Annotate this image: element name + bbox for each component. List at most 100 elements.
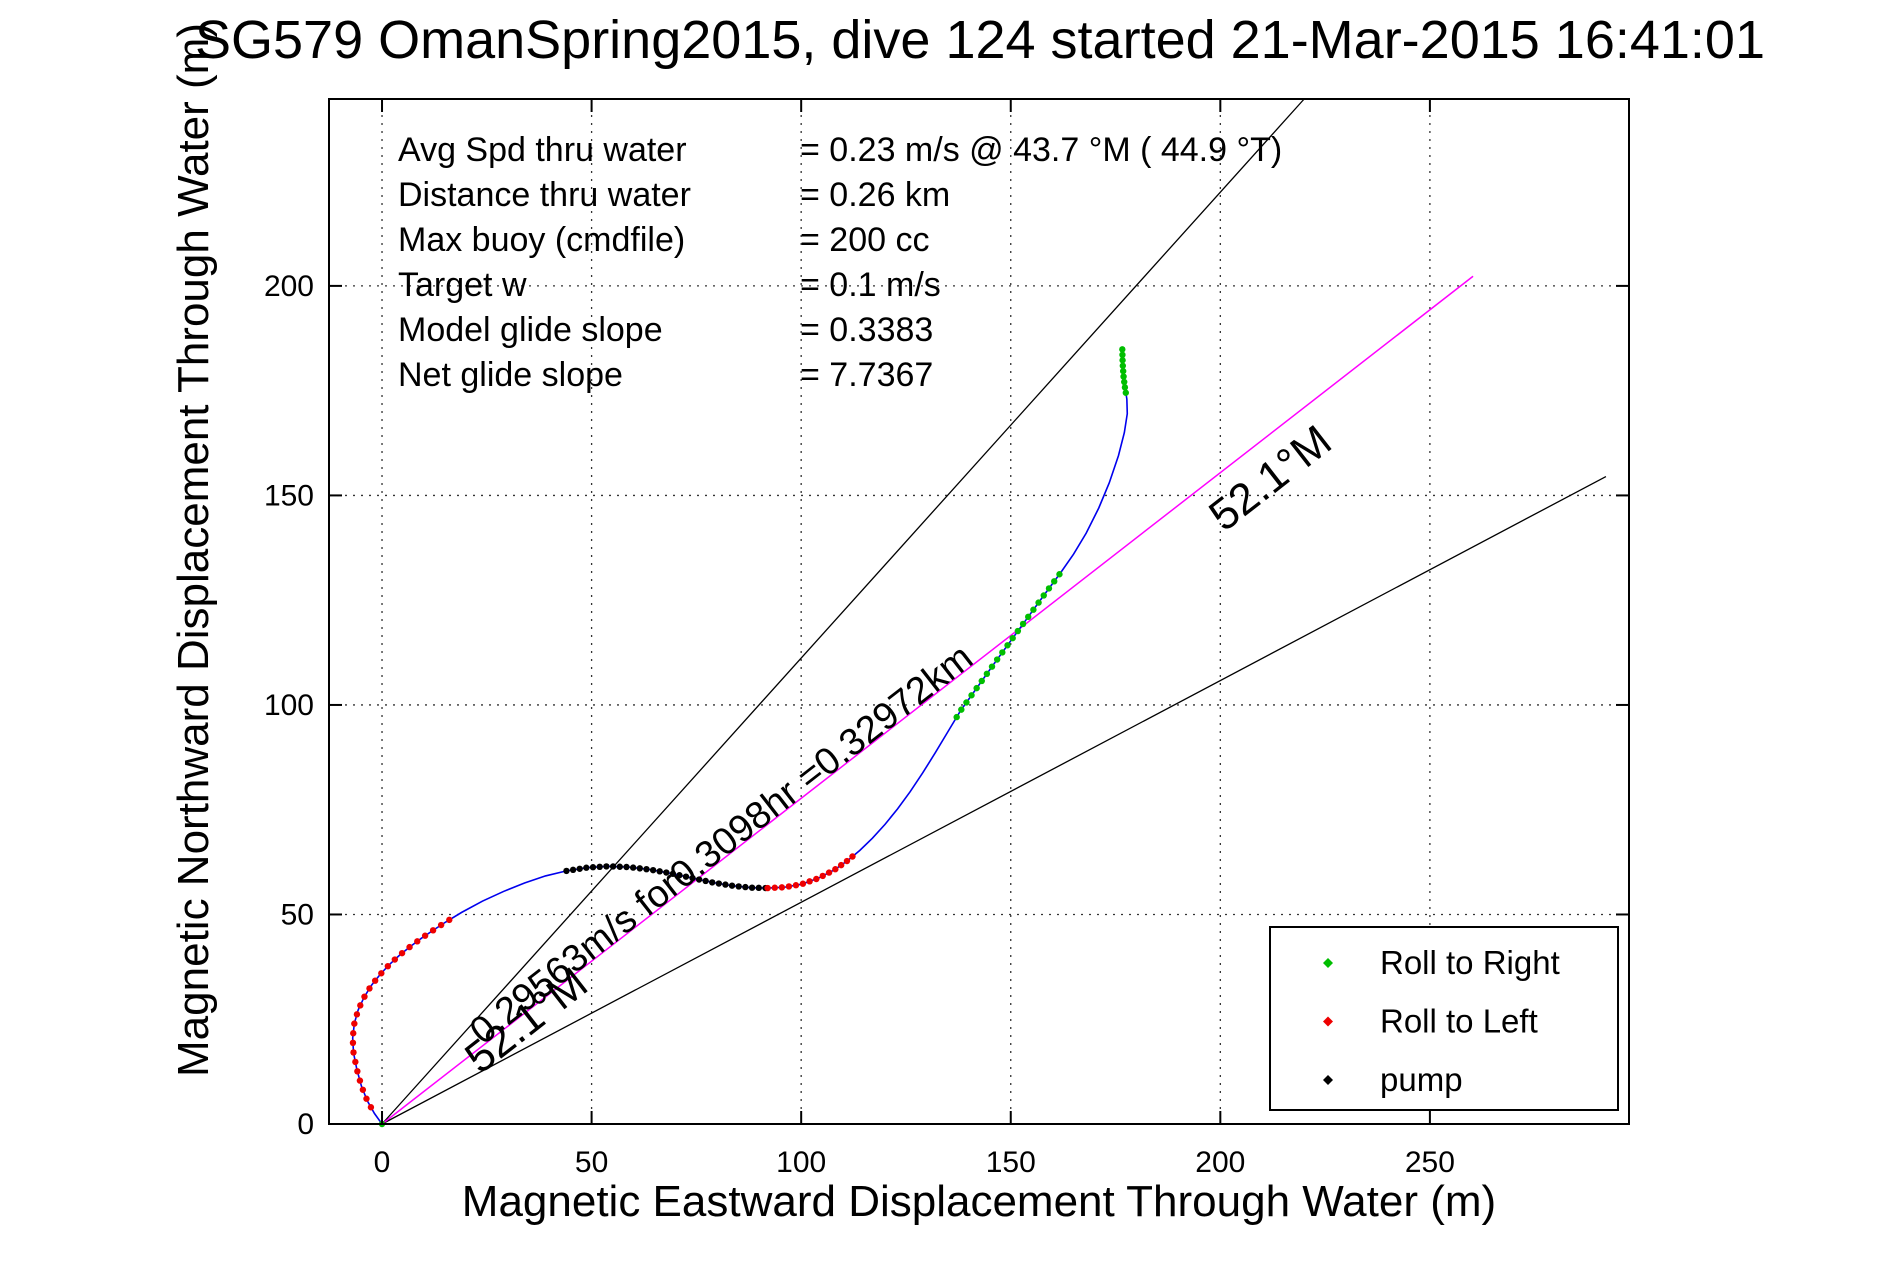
roll-left-1-dot bbox=[366, 985, 373, 992]
plot-title: SG579 OmanSpring2015, dive 124 started 2… bbox=[195, 10, 1765, 70]
roll-left-1-dot bbox=[406, 943, 413, 951]
legend-label-2: Roll to Left bbox=[1380, 1003, 1538, 1040]
marker-segment-pump bbox=[563, 863, 769, 892]
pump-dot bbox=[569, 866, 577, 874]
marker-segment-roll-right-1 bbox=[953, 571, 1063, 721]
y-tick-label-100: 100 bbox=[264, 689, 314, 722]
marker-segment-roll-left-1 bbox=[349, 916, 453, 1111]
roll-left-1-dot bbox=[429, 927, 437, 934]
pump-dot bbox=[636, 865, 644, 872]
stat-value-1: = 0.23 m/s @ 43.7 °M ( 44.9 °T) bbox=[800, 131, 1282, 169]
roll-right-2-dot bbox=[1119, 362, 1127, 369]
roll-left-1-dot bbox=[357, 1002, 364, 1009]
x-axis-label: Magnetic Eastward Displacement Through W… bbox=[462, 1177, 1496, 1226]
pump-dot bbox=[623, 863, 630, 871]
pump-dot bbox=[755, 884, 762, 892]
roll-right-1-dot bbox=[1056, 571, 1063, 578]
axes-box bbox=[328, 98, 1630, 1125]
roll-left-2-dot bbox=[778, 884, 786, 891]
x-tick-label-100: 100 bbox=[776, 1146, 826, 1179]
y-tick-label-150: 150 bbox=[264, 479, 314, 512]
roll-left-2-dot bbox=[764, 884, 771, 892]
stat-value-2: = 0.26 km bbox=[800, 176, 950, 214]
pump-dot bbox=[695, 876, 703, 883]
roll-left-1-dot bbox=[414, 938, 421, 945]
roll-left-1-dot bbox=[371, 977, 379, 984]
legend-marker-pump-icon bbox=[1323, 1075, 1333, 1085]
pump-dot bbox=[715, 880, 723, 887]
pump-dot bbox=[563, 867, 570, 875]
roll-right-2-dot bbox=[1121, 378, 1128, 386]
stat-value-4: = 0.1 m/s bbox=[800, 266, 941, 304]
roll-right-2-dot bbox=[1120, 373, 1127, 380]
roll-right-1-dot bbox=[958, 706, 965, 713]
roll-right-1-dot bbox=[1040, 592, 1047, 599]
roll-left-2-dot bbox=[837, 861, 845, 869]
pump-dot bbox=[689, 874, 696, 882]
roll-left-1-dot bbox=[349, 1039, 357, 1047]
roll-left-2-dot bbox=[771, 884, 778, 891]
roll-left-1-dot bbox=[367, 1104, 375, 1111]
roll-left-1-dot bbox=[351, 1020, 358, 1027]
stat-label-3: Max buoy (cmdfile) bbox=[398, 221, 685, 259]
bearing-fan-line-1 bbox=[381, 98, 1305, 1125]
roll-left-1-dot bbox=[359, 1086, 367, 1093]
roll-right-2-dot bbox=[1119, 357, 1126, 364]
roll-right-2-dot bbox=[1119, 351, 1126, 359]
roll-left-1-dot bbox=[378, 970, 385, 977]
roll-left-1-dot bbox=[363, 1095, 370, 1102]
roll-right-1-dot bbox=[993, 656, 1001, 663]
legend-marker-roll-to-right-icon bbox=[1323, 958, 1333, 968]
roll-left-1-dot bbox=[384, 962, 392, 970]
stat-label-5: Model glide slope bbox=[398, 311, 663, 349]
pump-dot bbox=[596, 863, 603, 871]
legend-marker-roll-to-left-icon bbox=[1323, 1016, 1333, 1027]
roll-right-2-dot bbox=[1119, 367, 1127, 375]
roll-right-2-dot bbox=[1121, 384, 1129, 391]
pump-dot bbox=[616, 863, 623, 870]
roll-right-1-dot bbox=[1035, 599, 1042, 606]
roll-left-1-dot bbox=[421, 932, 429, 939]
roll-right-1-dot bbox=[1014, 627, 1022, 635]
pump-dot bbox=[722, 881, 729, 888]
pump-dot bbox=[603, 863, 610, 870]
marker-segment-roll-left-2 bbox=[764, 853, 856, 892]
roll-left-1-dot bbox=[437, 921, 445, 929]
roll-right-1-dot bbox=[1025, 613, 1032, 621]
roll-left-2-dot bbox=[819, 872, 826, 880]
roll-left-2-dot bbox=[799, 880, 807, 887]
roll-right-1-dot bbox=[1009, 634, 1016, 642]
roll-left-1-dot bbox=[354, 1068, 361, 1075]
roll-left-1-dot bbox=[353, 1011, 361, 1018]
roll-left-2-dot bbox=[792, 882, 800, 889]
roll-right-1-dot bbox=[1045, 585, 1053, 592]
x-tick-label-200: 200 bbox=[1195, 1146, 1245, 1179]
roll-left-2-dot bbox=[813, 875, 820, 883]
roll-left-2-dot bbox=[825, 869, 833, 876]
roll-right-1-dot bbox=[978, 677, 985, 685]
roll-right-1-dot bbox=[968, 692, 975, 699]
y-axis-label: Magnetic Northward Displacement Through … bbox=[169, 23, 218, 1077]
stat-label-2: Distance thru water bbox=[398, 176, 691, 214]
pump-dot bbox=[742, 883, 749, 891]
y-tick-label-0: 0 bbox=[297, 1108, 314, 1141]
bearing-fan-line-2 bbox=[381, 475, 1607, 1125]
stat-label-6: Net glide slope bbox=[398, 356, 623, 394]
roll-left-2-dot bbox=[785, 883, 793, 890]
roll-right-2-dot bbox=[1122, 389, 1130, 396]
x-tick-label-250: 250 bbox=[1405, 1146, 1455, 1179]
pump-dot bbox=[709, 879, 716, 886]
stat-label-1: Avg Spd thru water bbox=[398, 131, 687, 169]
dive-stats-block: Avg Spd thru water = 0.23 m/s @ 43.7 °M (… bbox=[398, 131, 1282, 394]
stat-value-3: = 200 cc bbox=[800, 221, 929, 259]
pump-dot bbox=[609, 863, 617, 870]
x-tick-label-50: 50 bbox=[575, 1146, 608, 1179]
roll-right-1-dot bbox=[1019, 620, 1027, 628]
marker-segment-roll-right-2 bbox=[1119, 346, 1130, 396]
roll-left-2-dot bbox=[832, 866, 839, 873]
pump-dot bbox=[583, 864, 590, 871]
pump-dot bbox=[748, 884, 756, 891]
pump-dot bbox=[629, 864, 637, 871]
